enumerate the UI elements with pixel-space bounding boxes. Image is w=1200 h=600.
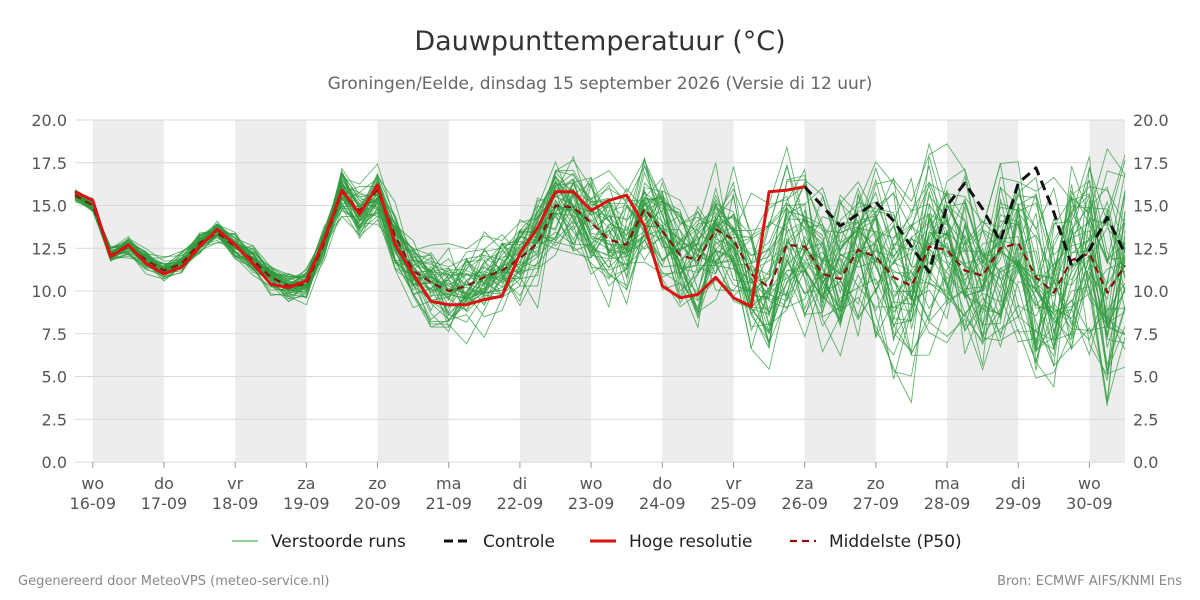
x-tick-day: zo bbox=[867, 474, 885, 493]
ensemble-member-line bbox=[74, 176, 1126, 338]
y-tick-label-right: 5.0 bbox=[1133, 368, 1158, 387]
x-tick-date: 22-09 bbox=[497, 494, 544, 513]
y-tick-label-left: 10.0 bbox=[31, 282, 67, 301]
legend-label-median: Middelste (P50) bbox=[829, 532, 962, 552]
x-tick-date: 27-09 bbox=[853, 494, 900, 513]
ensemble-member-line bbox=[74, 174, 1126, 364]
x-tick-day: di bbox=[513, 474, 528, 493]
x-tick-date: 20-09 bbox=[354, 494, 401, 513]
x-tick-day: ma bbox=[436, 474, 461, 493]
x-tick-date: 18-09 bbox=[212, 494, 259, 513]
x-tick-day: do bbox=[154, 474, 174, 493]
y-tick-label-right: 17.5 bbox=[1133, 154, 1169, 173]
ensemble-member-line bbox=[74, 143, 1126, 371]
y-tick-label-right: 7.5 bbox=[1133, 325, 1158, 344]
legend-label-high-res: Hoge resolutie bbox=[629, 532, 753, 552]
series-line-hoge-resolutie bbox=[74, 183, 805, 308]
x-tick-date: 25-09 bbox=[710, 494, 757, 513]
x-axis-ticks: wo16-09do17-09vr18-09za19-09zo20-09ma21-… bbox=[70, 462, 1113, 513]
x-tick-date: 21-09 bbox=[425, 494, 472, 513]
y-tick-label-right: 0.0 bbox=[1133, 453, 1158, 472]
y-tick-label-right: 12.5 bbox=[1133, 239, 1169, 258]
y-tick-label-right: 2.5 bbox=[1133, 410, 1158, 429]
x-tick-date: 23-09 bbox=[568, 494, 615, 513]
y-axis-ticks: 0.0 0.0 2.5 2.5 5.0 5.0 7.5 7.5 10.0 10.0 12.5 12.5… bbox=[31, 111, 1168, 472]
x-tick-date: 24-09 bbox=[639, 494, 686, 513]
x-tick-day: za bbox=[297, 474, 315, 493]
y-tick-label-left: 12.5 bbox=[31, 239, 67, 258]
x-tick-day: wo bbox=[81, 474, 104, 493]
footer-source: Bron: ECMWF AIFS/KNMI Ens bbox=[997, 574, 1182, 589]
x-tick-date: 19-09 bbox=[283, 494, 330, 513]
ensemble-member-line bbox=[74, 174, 1126, 349]
y-tick-label-left: 20.0 bbox=[31, 111, 67, 130]
series-line-middelste-p50 bbox=[74, 189, 1126, 294]
y-tick-label-left: 2.5 bbox=[42, 410, 67, 429]
x-tick-day: wo bbox=[1078, 474, 1101, 493]
y-tick-label-left: 7.5 bbox=[42, 325, 67, 344]
x-tick-day: ma bbox=[934, 474, 959, 493]
x-tick-day: wo bbox=[580, 474, 603, 493]
chart-title: Dauwpunttemperatuur (°C) bbox=[414, 26, 785, 57]
y-tick-label-right: 10.0 bbox=[1133, 282, 1169, 301]
chart-subtitle: Groningen/Eelde, dinsdag 15 september 20… bbox=[328, 74, 873, 94]
ensemble-member-line bbox=[74, 156, 1126, 341]
x-tick-date: 16-09 bbox=[70, 494, 117, 513]
x-tick-day: zo bbox=[368, 474, 386, 493]
y-tick-label-left: 5.0 bbox=[42, 368, 67, 387]
legend-label-control: Controle bbox=[483, 532, 555, 552]
y-tick-label-left: 17.5 bbox=[31, 154, 67, 173]
ensemble-member-line bbox=[74, 180, 1126, 349]
x-tick-date: 17-09 bbox=[141, 494, 188, 513]
y-tick-label-right: 15.0 bbox=[1133, 197, 1169, 216]
ensemble-member-line bbox=[74, 165, 1126, 406]
x-tick-date: 30-09 bbox=[1066, 494, 1113, 513]
y-tick-label-left: 0.0 bbox=[42, 453, 67, 472]
main-series bbox=[74, 166, 1127, 308]
x-tick-date: 29-09 bbox=[995, 494, 1042, 513]
x-tick-day: za bbox=[796, 474, 814, 493]
y-tick-label-left: 15.0 bbox=[31, 197, 67, 216]
x-tick-date: 28-09 bbox=[924, 494, 971, 513]
series-line-controle bbox=[803, 166, 1127, 274]
y-tick-label-right: 20.0 bbox=[1133, 111, 1169, 130]
legend-label-perturbed: Verstoorde runs bbox=[271, 532, 406, 552]
ensemble-member-line bbox=[74, 163, 1126, 337]
x-tick-day: do bbox=[652, 474, 672, 493]
x-tick-date: 26-09 bbox=[781, 494, 828, 513]
footer-generated-by: Gegenereerd door MeteoVPS (meteo-service… bbox=[18, 574, 329, 589]
x-tick-day: di bbox=[1011, 474, 1026, 493]
x-tick-day: vr bbox=[725, 474, 741, 493]
x-tick-day: vr bbox=[227, 474, 243, 493]
legend: Verstoorde runs Controle Hoge resolutie … bbox=[232, 532, 962, 552]
ensemble-member-line bbox=[74, 167, 1126, 372]
